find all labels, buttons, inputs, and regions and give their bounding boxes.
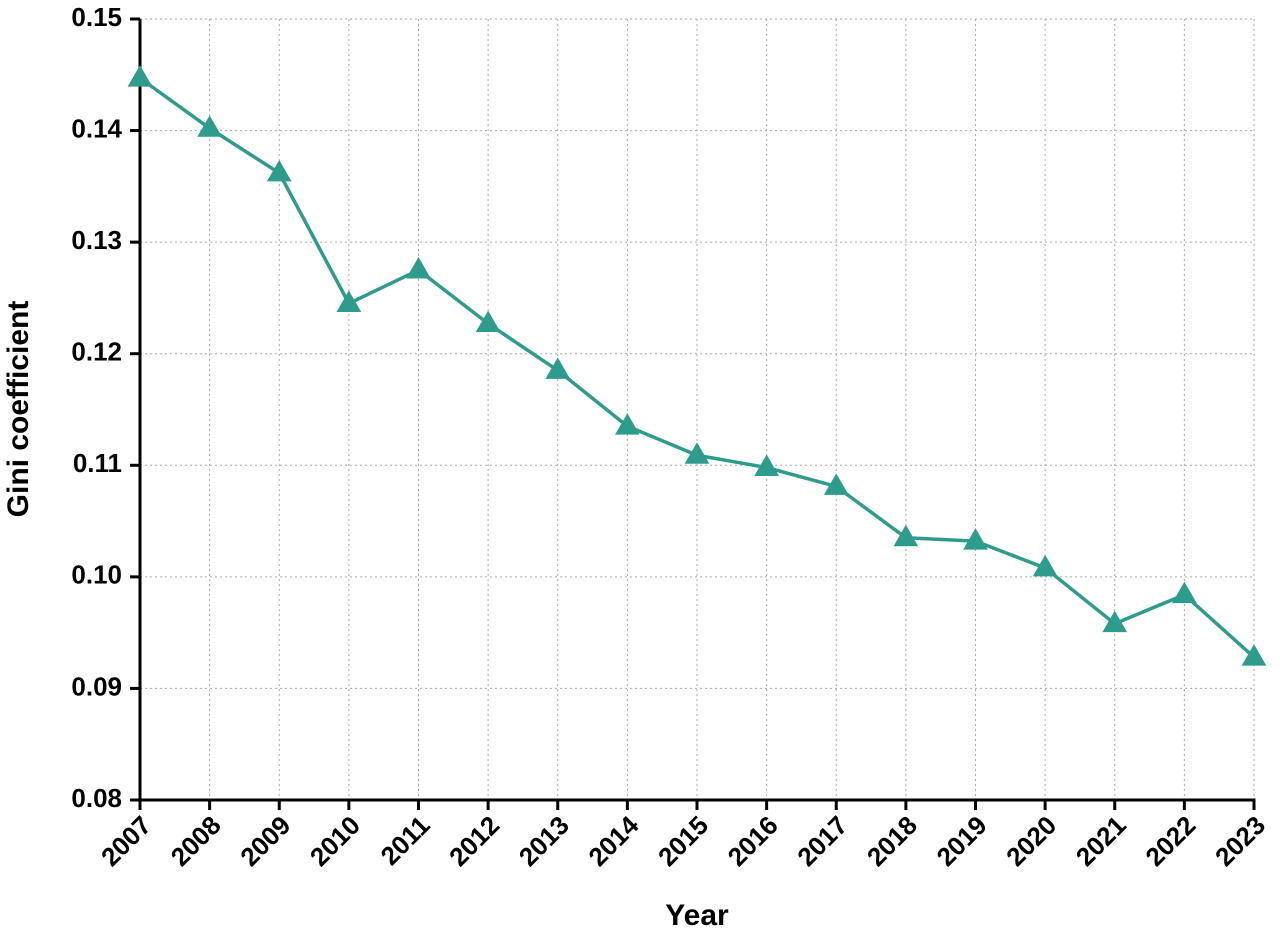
- y-tick-label: 0.10: [71, 560, 122, 590]
- x-tick-label: 2007: [95, 810, 157, 872]
- marker: [754, 454, 779, 476]
- y-tick-label: 0.12: [71, 337, 122, 367]
- y-tick-label: 0.08: [71, 783, 122, 813]
- x-tick-label: 2021: [1070, 810, 1132, 872]
- x-tick-label: 2020: [1000, 810, 1062, 872]
- y-tick-label: 0.14: [71, 113, 122, 143]
- marker: [475, 310, 501, 333]
- marker: [963, 528, 988, 550]
- x-tick-label: 2019: [930, 810, 992, 872]
- x-axis-label: Year: [665, 899, 729, 932]
- y-tick-label: 0.11: [73, 448, 122, 478]
- x-tick-label: 2011: [375, 810, 436, 871]
- x-tick-label: 2018: [861, 810, 923, 872]
- marker: [197, 115, 222, 137]
- marker: [266, 159, 292, 182]
- marker: [684, 442, 710, 464]
- marker: [893, 524, 919, 547]
- marker: [615, 413, 640, 435]
- y-axis-label: Gini coefficient: [2, 301, 35, 518]
- x-tick-label: 2009: [234, 810, 296, 872]
- marker: [1032, 554, 1058, 577]
- marker: [823, 473, 849, 495]
- x-tick-label: 2012: [443, 810, 505, 872]
- x-tick-label: 2013: [513, 810, 575, 872]
- x-tick-label: 2016: [722, 810, 784, 872]
- x-tick-label: 2014: [582, 810, 644, 872]
- marker: [1241, 644, 1267, 666]
- x-tick-label: 2015: [652, 810, 714, 872]
- marker: [1102, 610, 1128, 633]
- marker: [545, 357, 571, 379]
- y-tick-label: 0.13: [71, 225, 122, 255]
- y-tick-label: 0.09: [71, 671, 122, 701]
- x-tick-label: 2010: [304, 810, 366, 872]
- y-tick-label: 0.15: [71, 2, 122, 32]
- marker: [406, 257, 431, 279]
- marker: [127, 65, 153, 87]
- marker: [336, 290, 362, 312]
- x-tick-label: 2023: [1209, 810, 1271, 872]
- x-tick-label: 2017: [791, 810, 853, 872]
- x-tick-label: 2008: [165, 810, 227, 872]
- x-tick-label: 2022: [1139, 810, 1201, 872]
- marker: [1172, 581, 1197, 604]
